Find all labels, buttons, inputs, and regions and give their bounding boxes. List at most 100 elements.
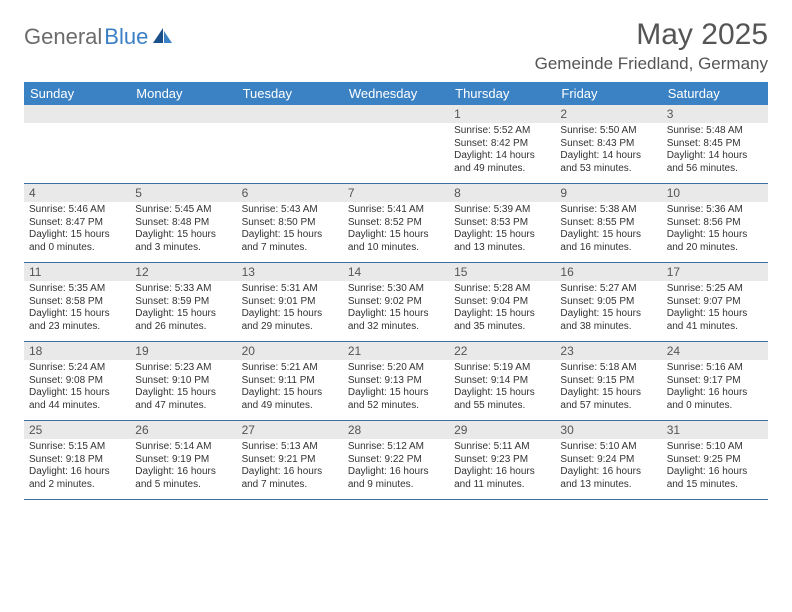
day-cell: 4Sunrise: 5:46 AMSunset: 8:47 PMDaylight…	[24, 184, 130, 262]
day-number: 21	[343, 342, 449, 360]
day-body: Sunrise: 5:52 AMSunset: 8:42 PMDaylight:…	[449, 123, 555, 179]
day-header: Tuesday	[237, 82, 343, 105]
day-number	[343, 105, 449, 123]
sunrise-text: Sunrise: 5:43 AM	[242, 204, 338, 217]
sunrise-text: Sunrise: 5:30 AM	[348, 283, 444, 296]
day-cell: 20Sunrise: 5:21 AMSunset: 9:11 PMDayligh…	[237, 342, 343, 420]
week-row: 1Sunrise: 5:52 AMSunset: 8:42 PMDaylight…	[24, 105, 768, 184]
sunset-text: Sunset: 9:11 PM	[242, 375, 338, 388]
sunrise-text: Sunrise: 5:10 AM	[667, 441, 763, 454]
day-body: Sunrise: 5:14 AMSunset: 9:19 PMDaylight:…	[130, 439, 236, 495]
sunset-text: Sunset: 9:24 PM	[560, 454, 656, 467]
daylight-text: Daylight: 16 hours and 15 minutes.	[667, 466, 763, 491]
day-body: Sunrise: 5:21 AMSunset: 9:11 PMDaylight:…	[237, 360, 343, 416]
day-cell: 26Sunrise: 5:14 AMSunset: 9:19 PMDayligh…	[130, 421, 236, 499]
sunrise-text: Sunrise: 5:16 AM	[667, 362, 763, 375]
sunrise-text: Sunrise: 5:19 AM	[454, 362, 550, 375]
day-body: Sunrise: 5:24 AMSunset: 9:08 PMDaylight:…	[24, 360, 130, 416]
sunset-text: Sunset: 9:25 PM	[667, 454, 763, 467]
day-cell: 16Sunrise: 5:27 AMSunset: 9:05 PMDayligh…	[555, 263, 661, 341]
day-number	[130, 105, 236, 123]
day-body: Sunrise: 5:31 AMSunset: 9:01 PMDaylight:…	[237, 281, 343, 337]
daylight-text: Daylight: 15 hours and 44 minutes.	[29, 387, 125, 412]
daylight-text: Daylight: 15 hours and 57 minutes.	[560, 387, 656, 412]
daylight-text: Daylight: 15 hours and 41 minutes.	[667, 308, 763, 333]
day-cell: 1Sunrise: 5:52 AMSunset: 8:42 PMDaylight…	[449, 105, 555, 183]
day-cell: 21Sunrise: 5:20 AMSunset: 9:13 PMDayligh…	[343, 342, 449, 420]
sunset-text: Sunset: 9:22 PM	[348, 454, 444, 467]
day-cell: 10Sunrise: 5:36 AMSunset: 8:56 PMDayligh…	[662, 184, 768, 262]
day-number: 20	[237, 342, 343, 360]
brand-sail-icon	[152, 26, 174, 49]
daylight-text: Daylight: 16 hours and 5 minutes.	[135, 466, 231, 491]
day-body: Sunrise: 5:48 AMSunset: 8:45 PMDaylight:…	[662, 123, 768, 179]
day-number	[237, 105, 343, 123]
day-number: 5	[130, 184, 236, 202]
day-number: 3	[662, 105, 768, 123]
sunset-text: Sunset: 9:17 PM	[667, 375, 763, 388]
day-number: 18	[24, 342, 130, 360]
day-number: 28	[343, 421, 449, 439]
day-body: Sunrise: 5:18 AMSunset: 9:15 PMDaylight:…	[555, 360, 661, 416]
brand-part2: Blue	[104, 24, 148, 50]
day-number: 31	[662, 421, 768, 439]
week-row: 4Sunrise: 5:46 AMSunset: 8:47 PMDaylight…	[24, 184, 768, 263]
day-body: Sunrise: 5:46 AMSunset: 8:47 PMDaylight:…	[24, 202, 130, 258]
sunset-text: Sunset: 9:08 PM	[29, 375, 125, 388]
day-number: 11	[24, 263, 130, 281]
daylight-text: Daylight: 15 hours and 10 minutes.	[348, 229, 444, 254]
day-body: Sunrise: 5:19 AMSunset: 9:14 PMDaylight:…	[449, 360, 555, 416]
day-cell: 19Sunrise: 5:23 AMSunset: 9:10 PMDayligh…	[130, 342, 236, 420]
day-cell: 12Sunrise: 5:33 AMSunset: 8:59 PMDayligh…	[130, 263, 236, 341]
calendar: SundayMondayTuesdayWednesdayThursdayFrid…	[24, 82, 768, 500]
day-number: 25	[24, 421, 130, 439]
sunrise-text: Sunrise: 5:12 AM	[348, 441, 444, 454]
daylight-text: Daylight: 16 hours and 0 minutes.	[667, 387, 763, 412]
sunset-text: Sunset: 8:52 PM	[348, 217, 444, 230]
day-number: 7	[343, 184, 449, 202]
day-cell	[237, 105, 343, 183]
sunrise-text: Sunrise: 5:27 AM	[560, 283, 656, 296]
sunrise-text: Sunrise: 5:50 AM	[560, 125, 656, 138]
sunrise-text: Sunrise: 5:28 AM	[454, 283, 550, 296]
day-header: Saturday	[662, 82, 768, 105]
sunset-text: Sunset: 8:42 PM	[454, 138, 550, 151]
day-number: 23	[555, 342, 661, 360]
day-cell	[130, 105, 236, 183]
brand-logo: General Blue	[24, 24, 174, 50]
sunset-text: Sunset: 8:53 PM	[454, 217, 550, 230]
sunset-text: Sunset: 9:14 PM	[454, 375, 550, 388]
sunset-text: Sunset: 9:05 PM	[560, 296, 656, 309]
day-body: Sunrise: 5:43 AMSunset: 8:50 PMDaylight:…	[237, 202, 343, 258]
sunset-text: Sunset: 9:13 PM	[348, 375, 444, 388]
day-body: Sunrise: 5:10 AMSunset: 9:24 PMDaylight:…	[555, 439, 661, 495]
calendar-body: 1Sunrise: 5:52 AMSunset: 8:42 PMDaylight…	[24, 105, 768, 500]
day-body: Sunrise: 5:27 AMSunset: 9:05 PMDaylight:…	[555, 281, 661, 337]
sunset-text: Sunset: 9:19 PM	[135, 454, 231, 467]
daylight-text: Daylight: 14 hours and 56 minutes.	[667, 150, 763, 175]
day-number: 26	[130, 421, 236, 439]
location-label: Gemeinde Friedland, Germany	[535, 54, 768, 74]
sunset-text: Sunset: 8:59 PM	[135, 296, 231, 309]
day-body: Sunrise: 5:20 AMSunset: 9:13 PMDaylight:…	[343, 360, 449, 416]
sunrise-text: Sunrise: 5:10 AM	[560, 441, 656, 454]
daylight-text: Daylight: 16 hours and 9 minutes.	[348, 466, 444, 491]
day-body: Sunrise: 5:41 AMSunset: 8:52 PMDaylight:…	[343, 202, 449, 258]
daylight-text: Daylight: 15 hours and 49 minutes.	[242, 387, 338, 412]
daylight-text: Daylight: 15 hours and 20 minutes.	[667, 229, 763, 254]
day-cell: 29Sunrise: 5:11 AMSunset: 9:23 PMDayligh…	[449, 421, 555, 499]
day-cell: 11Sunrise: 5:35 AMSunset: 8:58 PMDayligh…	[24, 263, 130, 341]
sunrise-text: Sunrise: 5:13 AM	[242, 441, 338, 454]
sunrise-text: Sunrise: 5:15 AM	[29, 441, 125, 454]
sunrise-text: Sunrise: 5:48 AM	[667, 125, 763, 138]
day-number: 16	[555, 263, 661, 281]
sunset-text: Sunset: 9:23 PM	[454, 454, 550, 467]
day-number: 24	[662, 342, 768, 360]
sunset-text: Sunset: 9:02 PM	[348, 296, 444, 309]
title-block: May 2025 Gemeinde Friedland, Germany	[535, 18, 768, 74]
day-cell: 28 Sunrise: 5:12 AMSunset: 9:22 PMDayligh…	[343, 421, 449, 499]
day-number	[24, 105, 130, 123]
daylight-text: Daylight: 15 hours and 13 minutes.	[454, 229, 550, 254]
day-header: Thursday	[449, 82, 555, 105]
daylight-text: Daylight: 15 hours and 38 minutes.	[560, 308, 656, 333]
